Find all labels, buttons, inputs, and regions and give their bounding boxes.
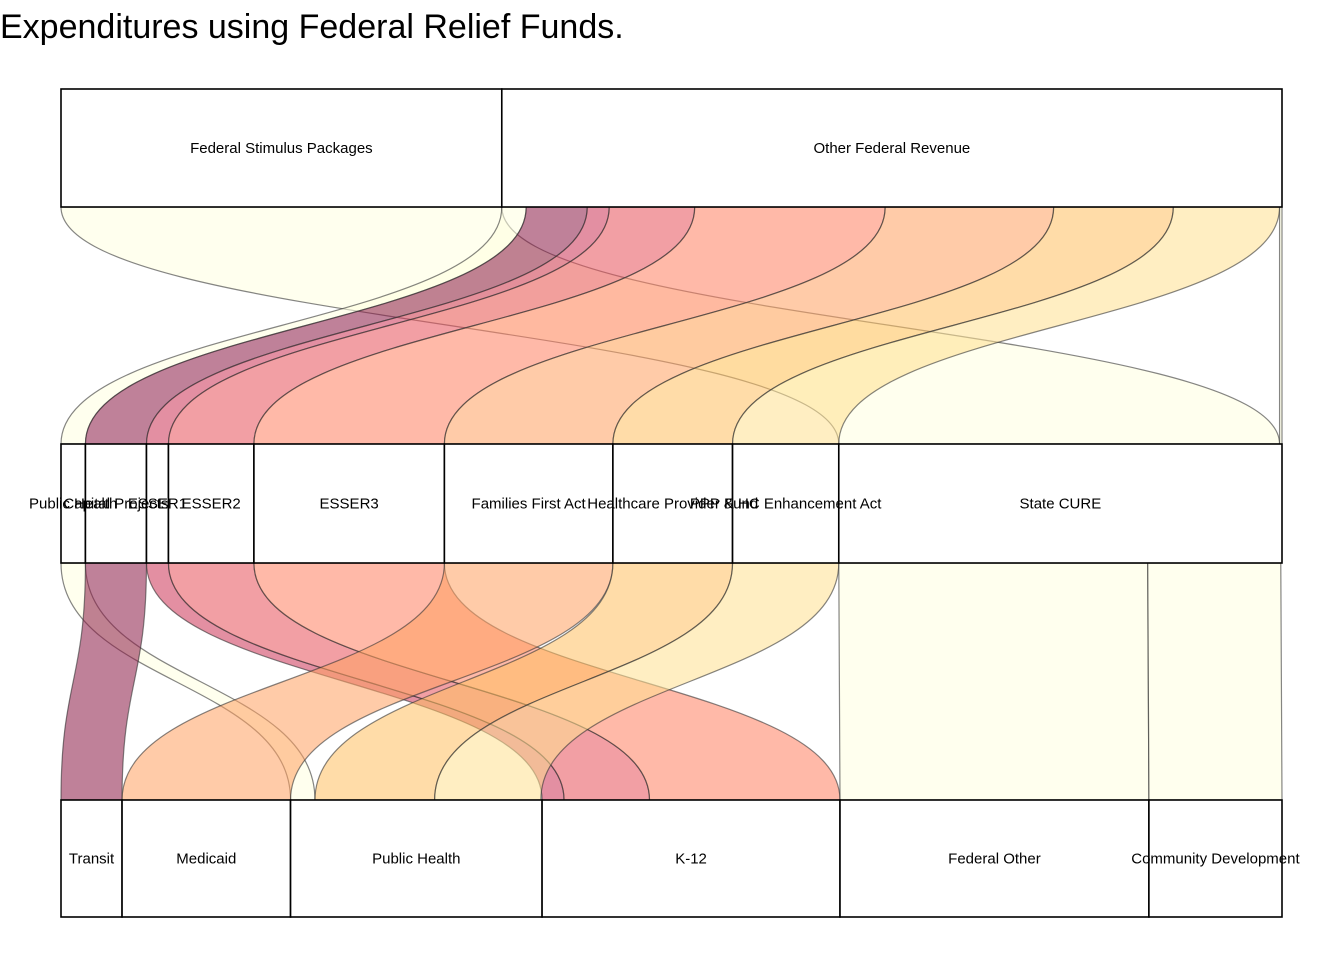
stratum-families-first-act	[443, 443, 614, 564]
stratum-label-community-development: Community Development	[1131, 851, 1300, 868]
stratum-medicaid	[121, 799, 292, 918]
stratum-label-federal-other: Federal Other	[948, 851, 1041, 868]
stratum-healthcare-provider-fund	[612, 443, 734, 564]
stratum-label-public-health: Public Health	[29, 496, 117, 513]
stratum-label-esser3: ESSER3	[320, 496, 379, 513]
stratum-label-federal-stimulus-packages: Federal Stimulus Packages	[190, 140, 373, 157]
stratum-esser3	[253, 443, 446, 564]
chart-title: Expenditures using Federal Relief Funds.	[0, 8, 624, 46]
stratum-label-public-health: Public Health	[372, 851, 460, 868]
stratum-transit	[60, 799, 123, 918]
flow-state-cure-to-federal-other	[838, 562, 1150, 801]
stratum-label-esser2: ESSER2	[182, 496, 241, 513]
nodes-layer: Federal Stimulus Packages Other Federal R…	[29, 88, 1300, 918]
stratum-state-cure	[837, 443, 1283, 564]
stratum-public-health	[289, 799, 543, 918]
stratum-federal-other	[839, 799, 1150, 918]
stratum-label-medicaid: Medicaid	[176, 851, 236, 868]
stratum-label-other-federal-revenue: Other Federal Revenue	[814, 140, 971, 157]
stratum-label-esser1: ESSER1	[128, 496, 187, 513]
stratum-label-capital-projects: Capital Projects	[63, 496, 168, 513]
stratum-community-development	[1148, 799, 1283, 918]
stratum-label-state-cure: State CURE	[1020, 496, 1102, 513]
flow-state-cure-to-community-development	[1147, 562, 1283, 801]
stratum-esser2	[167, 443, 255, 564]
stratum-k-12	[541, 799, 841, 918]
stratum-ppp-hc-enhancement-act	[731, 443, 840, 564]
stratum-public-health	[60, 443, 87, 564]
stratum-label-families-first-act: Families First Act	[472, 496, 587, 513]
stratum-label-k-12: K-12	[675, 851, 707, 868]
flow-other-federal-revenue-to-state-cure	[1278, 206, 1283, 445]
stratum-label-healthcare-provider-fund: Healthcare Provider Fund	[587, 496, 758, 513]
stratum-federal-stimulus-packages	[60, 88, 503, 208]
stratum-label-transit: Transit	[69, 851, 115, 868]
flows-layer	[60, 206, 1283, 801]
stratum-label-ppp-hc-enhancement-act: PPP & HC Enhancement Act	[690, 496, 882, 513]
stratum-other-federal-revenue	[500, 88, 1283, 208]
